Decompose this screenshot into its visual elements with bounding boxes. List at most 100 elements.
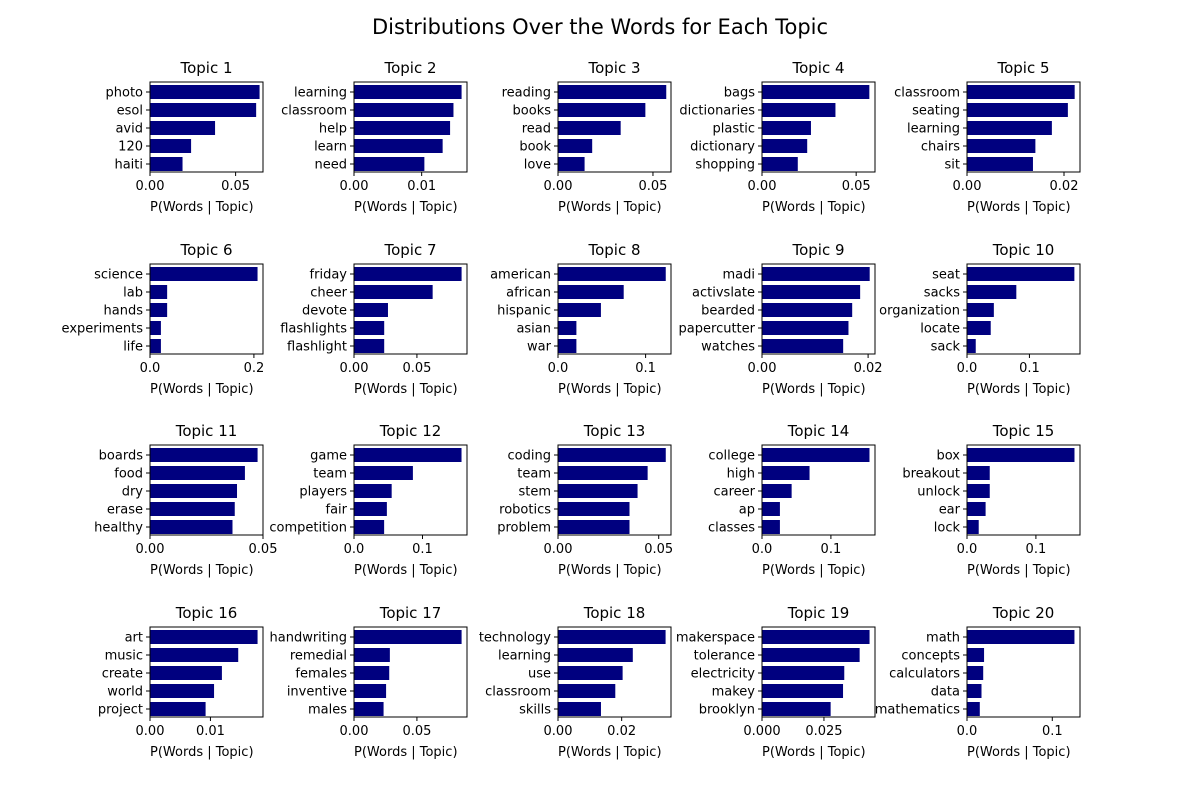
x-axis-label: P(Words | Topic) <box>558 745 662 760</box>
category-label: activslate <box>692 286 755 301</box>
x-tick-label: 0.0 <box>344 542 365 557</box>
category-label: organization <box>879 304 960 319</box>
bar <box>967 502 986 516</box>
category-label: males <box>308 703 347 718</box>
x-tick-label: 0.0 <box>957 361 978 376</box>
bar <box>354 103 454 117</box>
category-label: project <box>98 703 143 718</box>
category-label: music <box>105 649 143 664</box>
bar <box>150 666 222 680</box>
category-label: brooklyn <box>699 703 755 718</box>
category-label: lab <box>123 286 143 301</box>
panel-title: Topic 7 <box>383 241 436 259</box>
category-label: create <box>102 667 143 682</box>
bar <box>558 103 646 117</box>
category-label: asian <box>516 322 551 337</box>
x-axis-label: P(Words | Topic) <box>354 200 458 215</box>
bar <box>762 630 870 644</box>
category-label: hispanic <box>497 304 551 319</box>
x-axis-label: P(Words | Topic) <box>762 382 866 397</box>
category-label: reading <box>502 86 551 101</box>
figure-title: Distributions Over the Words for Each To… <box>372 15 828 39</box>
bar <box>150 267 258 281</box>
bar <box>762 448 870 462</box>
category-label: devote <box>302 304 347 319</box>
bar <box>967 267 1075 281</box>
x-tick-label: 0.02 <box>854 361 883 376</box>
x-axis-label: P(Words | Topic) <box>150 382 254 397</box>
bar <box>762 139 808 153</box>
bar <box>354 339 385 353</box>
bar <box>558 339 577 353</box>
bar <box>354 466 413 480</box>
category-label: team <box>517 467 551 482</box>
x-tick-label: 0.05 <box>249 542 278 557</box>
category-label: remedial <box>290 649 347 664</box>
x-axis-label: P(Words | Topic) <box>762 745 866 760</box>
panel-title: Topic 11 <box>175 422 238 440</box>
x-tick-label: 0.0 <box>752 542 773 557</box>
axes-frame <box>353 263 468 355</box>
bar <box>150 630 258 644</box>
category-label: handwriting <box>270 631 348 646</box>
bar <box>150 684 215 698</box>
bar <box>762 339 844 353</box>
bar <box>150 121 216 135</box>
bar <box>967 630 1075 644</box>
x-tick-label: 0.01 <box>407 179 436 194</box>
bar <box>967 285 1017 299</box>
topic-panel: Topic 3 reading books read book love 0.00 0.05 P… <box>502 59 672 215</box>
category-label: hands <box>104 304 144 319</box>
panel-title: Topic 3 <box>587 59 640 77</box>
category-label: game <box>310 449 347 464</box>
panel-title: Topic 16 <box>175 604 238 622</box>
bar <box>150 139 192 153</box>
bar <box>558 484 638 498</box>
axes-frame <box>557 81 672 173</box>
bar <box>558 267 666 281</box>
category-label: mathematics <box>875 703 960 718</box>
category-label: robotics <box>499 503 551 518</box>
topic-panel: Topic 16 art music create world project 0.00 0.… <box>98 604 264 760</box>
category-label: classroom <box>281 104 347 119</box>
category-label: read <box>522 122 551 137</box>
bar <box>762 502 780 516</box>
x-tick-label: 0.00 <box>748 361 777 376</box>
bar <box>354 648 390 662</box>
category-label: esol <box>117 104 143 119</box>
x-tick-label: 0.02 <box>1050 179 1079 194</box>
bar <box>354 321 385 335</box>
x-tick-label: 0.00 <box>136 542 165 557</box>
category-label: haiti <box>114 158 143 173</box>
category-label: learning <box>498 649 551 664</box>
category-label: high <box>727 467 755 482</box>
topic-panel: Topic 9 madi activslate bearded papercutter w… <box>679 241 883 397</box>
axes-frame <box>761 263 876 355</box>
category-label: sacks <box>924 286 960 301</box>
category-label: learning <box>907 122 960 137</box>
category-label: erase <box>107 503 143 518</box>
bar <box>762 648 860 662</box>
category-label: lock <box>934 521 961 536</box>
axes-frame <box>557 444 672 536</box>
category-label: problem <box>497 521 551 536</box>
category-label: team <box>313 467 347 482</box>
bar <box>967 648 985 662</box>
x-axis-label: P(Words | Topic) <box>762 200 866 215</box>
panel-title: Topic 6 <box>179 241 232 259</box>
bar <box>150 648 239 662</box>
category-label: college <box>708 449 755 464</box>
axes-frame <box>149 444 264 536</box>
category-label: females <box>295 667 347 682</box>
panel-title: Topic 8 <box>587 241 640 259</box>
bar <box>558 85 667 99</box>
topic-panel: Topic 10 seat sacks organization locate sack 0… <box>879 241 1081 397</box>
x-tick-label: 0.00 <box>340 179 369 194</box>
category-label: world <box>107 685 143 700</box>
topic-panel: Topic 7 friday cheer devote flashlights flash… <box>280 241 468 397</box>
x-tick-label: 0.00 <box>748 179 777 194</box>
category-label: unlock <box>917 485 960 500</box>
panel-title: Topic 9 <box>791 241 844 259</box>
x-tick-label: 0.025 <box>805 724 842 739</box>
topic-panel: Topic 1 photo esol avid 120 haiti 0.00 0.05 P(Wo… <box>106 59 264 215</box>
